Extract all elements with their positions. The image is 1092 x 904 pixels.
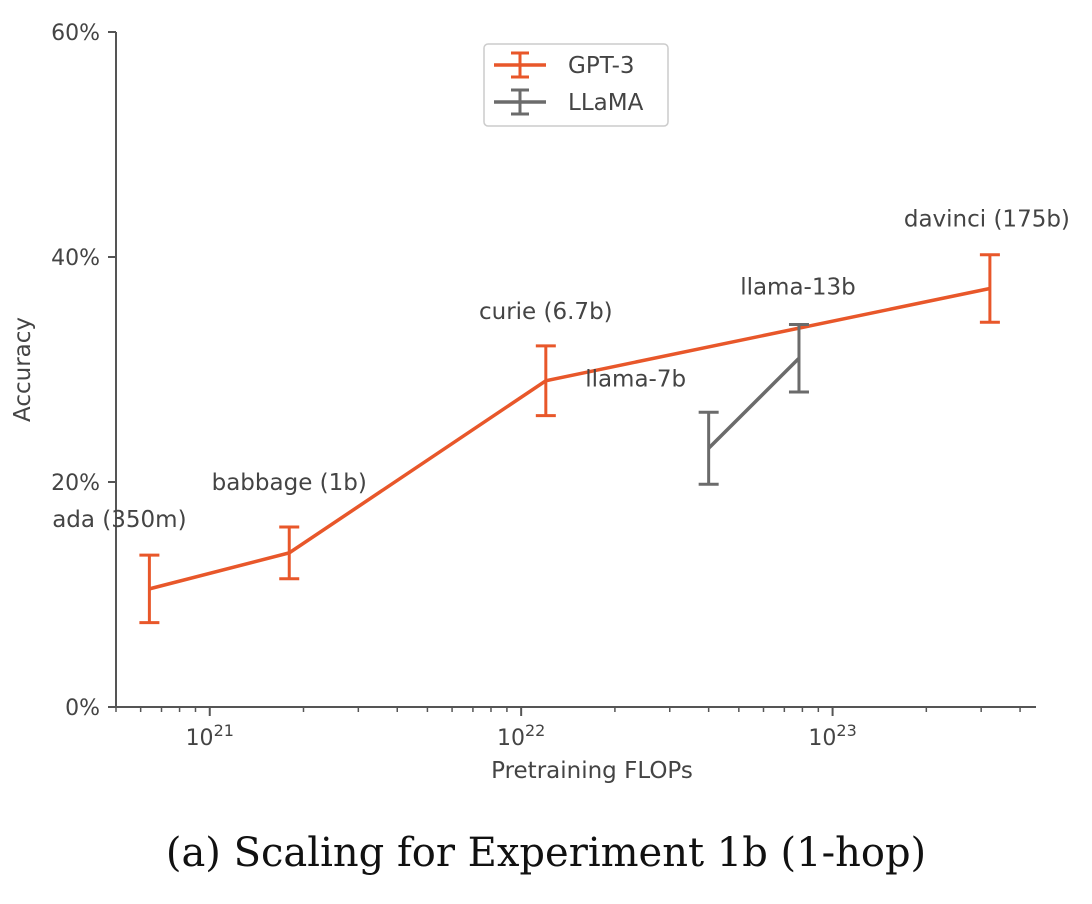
y-tick-label: 40% (51, 246, 100, 271)
chart: 0% 20% 40% 60% 1021 1022 1023 Pretraining FLOPs… (10, 21, 1070, 784)
legend-label-gpt3: GPT-3 (568, 53, 635, 79)
point-label: ada (350m) (52, 507, 186, 533)
series-layer: ada (350m) babbage (1b) curie (6.7b) davinc… (52, 207, 1070, 625)
series-gpt3: ada (350m) babbage (1b) curie (6.7b) davinc… (52, 207, 1070, 625)
series-line (707, 357, 801, 450)
legend: GPT-3 LLaMA (483, 43, 669, 127)
legend-marker-llama (494, 88, 546, 116)
series-line (148, 286, 991, 591)
legend-entry-gpt3: GPT-3 (494, 51, 635, 79)
x-axis-label: Pretraining FLOPs (491, 758, 693, 784)
x-tick-label: 1022 (497, 721, 545, 751)
axes: 0% 20% 40% 60% 1021 1022 1023 Pretraining FLOPs… (10, 21, 1036, 784)
legend-entry-llama: LLaMA (494, 88, 644, 116)
figure-caption: (a) Scaling for Experiment 1b (1-hop) (165, 830, 927, 876)
x-tick-label: 1023 (808, 721, 856, 751)
legend-marker-gpt3 (494, 51, 546, 79)
y-tick-label: 0% (65, 696, 100, 721)
point-label: davinci (175b) (904, 207, 1070, 233)
point-label: llama-13b (740, 274, 856, 300)
y-axis-label: Accuracy (10, 317, 36, 422)
series-llama: llama-7b llama-13b (585, 274, 856, 486)
legend-label-llama: LLaMA (568, 90, 644, 116)
y-tick-label: 20% (51, 471, 100, 496)
point-label: curie (6.7b) (479, 299, 613, 325)
point-label: llama-7b (585, 366, 686, 392)
point-label: babbage (1b) (212, 470, 367, 496)
y-tick-label: 60% (51, 21, 100, 46)
x-tick-label: 1021 (186, 721, 234, 751)
